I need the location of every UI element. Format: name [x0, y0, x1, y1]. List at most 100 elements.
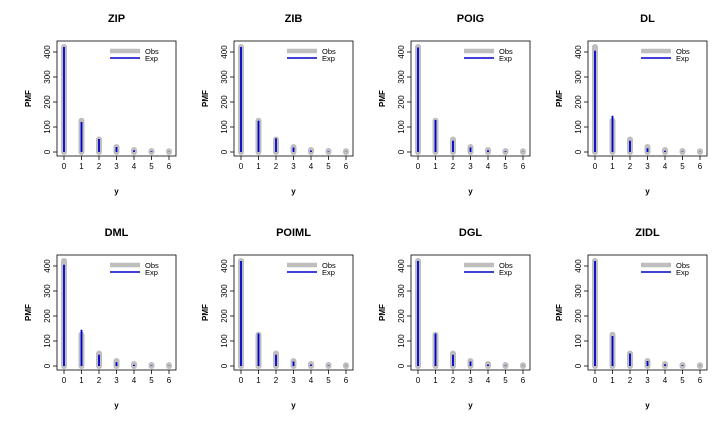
y-tick-label: 100	[43, 120, 52, 134]
panel-title: ZIDL	[635, 227, 660, 239]
legend-label-exp: Exp	[676, 268, 689, 277]
x-tick-label: 5	[503, 376, 508, 385]
x-tick-label: 4	[132, 376, 137, 385]
x-tick-label: 0	[62, 376, 67, 385]
x-tick-label: 5	[149, 162, 154, 171]
panel-title: POIG	[457, 13, 485, 25]
y-axis-label: PMF	[555, 90, 564, 107]
x-tick-label: 6	[698, 376, 703, 385]
y-tick-label: 200	[220, 95, 229, 109]
x-tick-label: 2	[274, 376, 279, 385]
x-tick-label: 4	[663, 162, 668, 171]
panel-title: ZIP	[108, 13, 125, 25]
y-tick-label: 0	[43, 363, 52, 368]
y-tick-label: 0	[43, 149, 52, 154]
x-tick-label: 0	[416, 376, 421, 385]
y-tick-label: 400	[397, 45, 406, 59]
x-tick-label: 5	[680, 376, 685, 385]
y-axis-label: PMF	[24, 304, 33, 321]
y-tick-label: 200	[220, 309, 229, 323]
y-tick-label: 300	[220, 284, 229, 298]
x-axis-label: y	[114, 401, 119, 410]
y-tick-label: 300	[574, 70, 583, 84]
panel-title: DGL	[459, 227, 483, 239]
y-axis-label: PMF	[378, 90, 387, 107]
x-tick-label: 0	[62, 162, 67, 171]
x-axis-label: y	[291, 187, 296, 196]
x-tick-label: 6	[344, 162, 349, 171]
legend-label-exp: Exp	[322, 54, 335, 63]
x-tick-label: 3	[645, 376, 650, 385]
x-tick-label: 4	[309, 376, 314, 385]
y-tick-label: 400	[574, 45, 583, 59]
y-tick-label: 100	[220, 120, 229, 134]
y-tick-label: 200	[43, 95, 52, 109]
legend-label-obs: Obs	[145, 261, 159, 270]
x-axis-label: y	[645, 187, 650, 196]
y-tick-label: 300	[397, 284, 406, 298]
y-tick-label: 400	[574, 259, 583, 273]
x-tick-label: 2	[451, 162, 456, 171]
legend-label-obs: Obs	[322, 261, 336, 270]
x-axis-label: y	[468, 401, 473, 410]
y-tick-label: 100	[220, 334, 229, 348]
x-tick-label: 3	[291, 376, 296, 385]
y-tick-label: 200	[574, 309, 583, 323]
legend-label-obs: Obs	[322, 47, 336, 56]
x-tick-label: 5	[680, 162, 685, 171]
x-tick-label: 5	[326, 162, 331, 171]
y-axis-label: PMF	[555, 304, 564, 321]
x-tick-label: 4	[486, 376, 491, 385]
y-axis-label: PMF	[24, 90, 33, 107]
x-tick-label: 3	[114, 376, 119, 385]
x-axis-label: y	[291, 401, 296, 410]
x-tick-label: 3	[468, 162, 473, 171]
legend-label-exp: Exp	[145, 54, 158, 63]
x-tick-label: 3	[291, 162, 296, 171]
y-tick-label: 400	[397, 259, 406, 273]
y-tick-label: 200	[574, 95, 583, 109]
y-tick-label: 100	[397, 120, 406, 134]
x-tick-label: 5	[503, 162, 508, 171]
x-tick-label: 1	[610, 162, 615, 171]
legend-label-exp: Exp	[322, 268, 335, 277]
x-tick-label: 2	[97, 162, 102, 171]
x-tick-label: 2	[628, 162, 633, 171]
y-tick-label: 400	[220, 45, 229, 59]
x-tick-label: 6	[167, 162, 172, 171]
y-tick-label: 100	[43, 334, 52, 348]
y-tick-label: 300	[43, 284, 52, 298]
y-tick-label: 400	[220, 259, 229, 273]
panel-title: ZIB	[285, 13, 303, 25]
y-tick-label: 0	[220, 363, 229, 368]
x-tick-label: 1	[256, 376, 261, 385]
y-axis-label: PMF	[378, 304, 387, 321]
x-tick-label: 2	[451, 376, 456, 385]
y-tick-label: 400	[43, 45, 52, 59]
y-tick-label: 300	[43, 70, 52, 84]
x-tick-label: 2	[97, 376, 102, 385]
y-tick-label: 300	[220, 70, 229, 84]
y-tick-label: 100	[397, 334, 406, 348]
x-tick-label: 2	[628, 376, 633, 385]
panel-title: POIML	[276, 227, 311, 239]
y-tick-label: 0	[574, 149, 583, 154]
legend-label-exp: Exp	[676, 54, 689, 63]
x-tick-label: 1	[433, 162, 438, 171]
legend-label-obs: Obs	[676, 261, 690, 270]
y-tick-label: 0	[574, 363, 583, 368]
legend-label-obs: Obs	[676, 47, 690, 56]
x-tick-label: 1	[433, 376, 438, 385]
y-tick-label: 0	[397, 363, 406, 368]
x-axis-label: y	[114, 187, 119, 196]
x-tick-label: 0	[416, 162, 421, 171]
y-tick-label: 200	[397, 95, 406, 109]
y-tick-label: 0	[397, 149, 406, 154]
x-tick-label: 4	[486, 162, 491, 171]
x-tick-label: 0	[239, 162, 244, 171]
x-tick-label: 0	[239, 376, 244, 385]
